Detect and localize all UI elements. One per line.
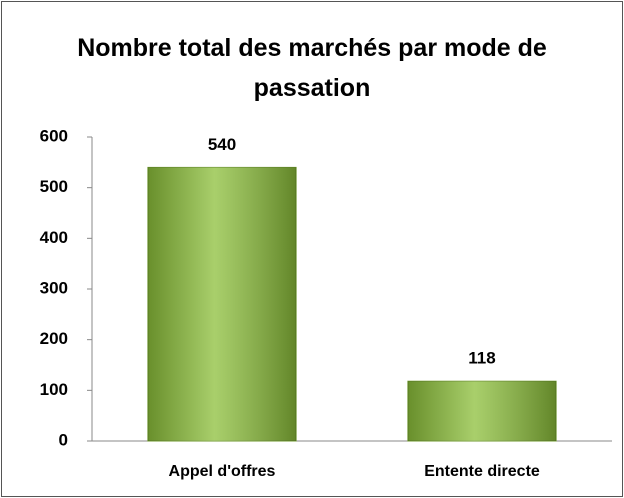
y-tick-label: 200 [40, 329, 68, 348]
y-tick-label: 300 [40, 278, 68, 297]
bar-shade [147, 167, 297, 441]
y-tick-label: 100 [40, 380, 68, 399]
bar-shade [407, 381, 557, 441]
x-tick-label: Appel d'offres [169, 463, 276, 480]
data-label: 118 [468, 349, 495, 368]
chart-title: Nombre total des marchés par mode de pas… [77, 34, 547, 102]
x-tick-label: Entente directe [424, 463, 540, 480]
y-tick-label: 500 [40, 177, 68, 196]
y-tick-label: 400 [40, 228, 68, 247]
y-tick-label: 600 [40, 126, 68, 145]
y-tick-label: 0 [59, 430, 68, 449]
data-label: 540 [208, 135, 236, 154]
